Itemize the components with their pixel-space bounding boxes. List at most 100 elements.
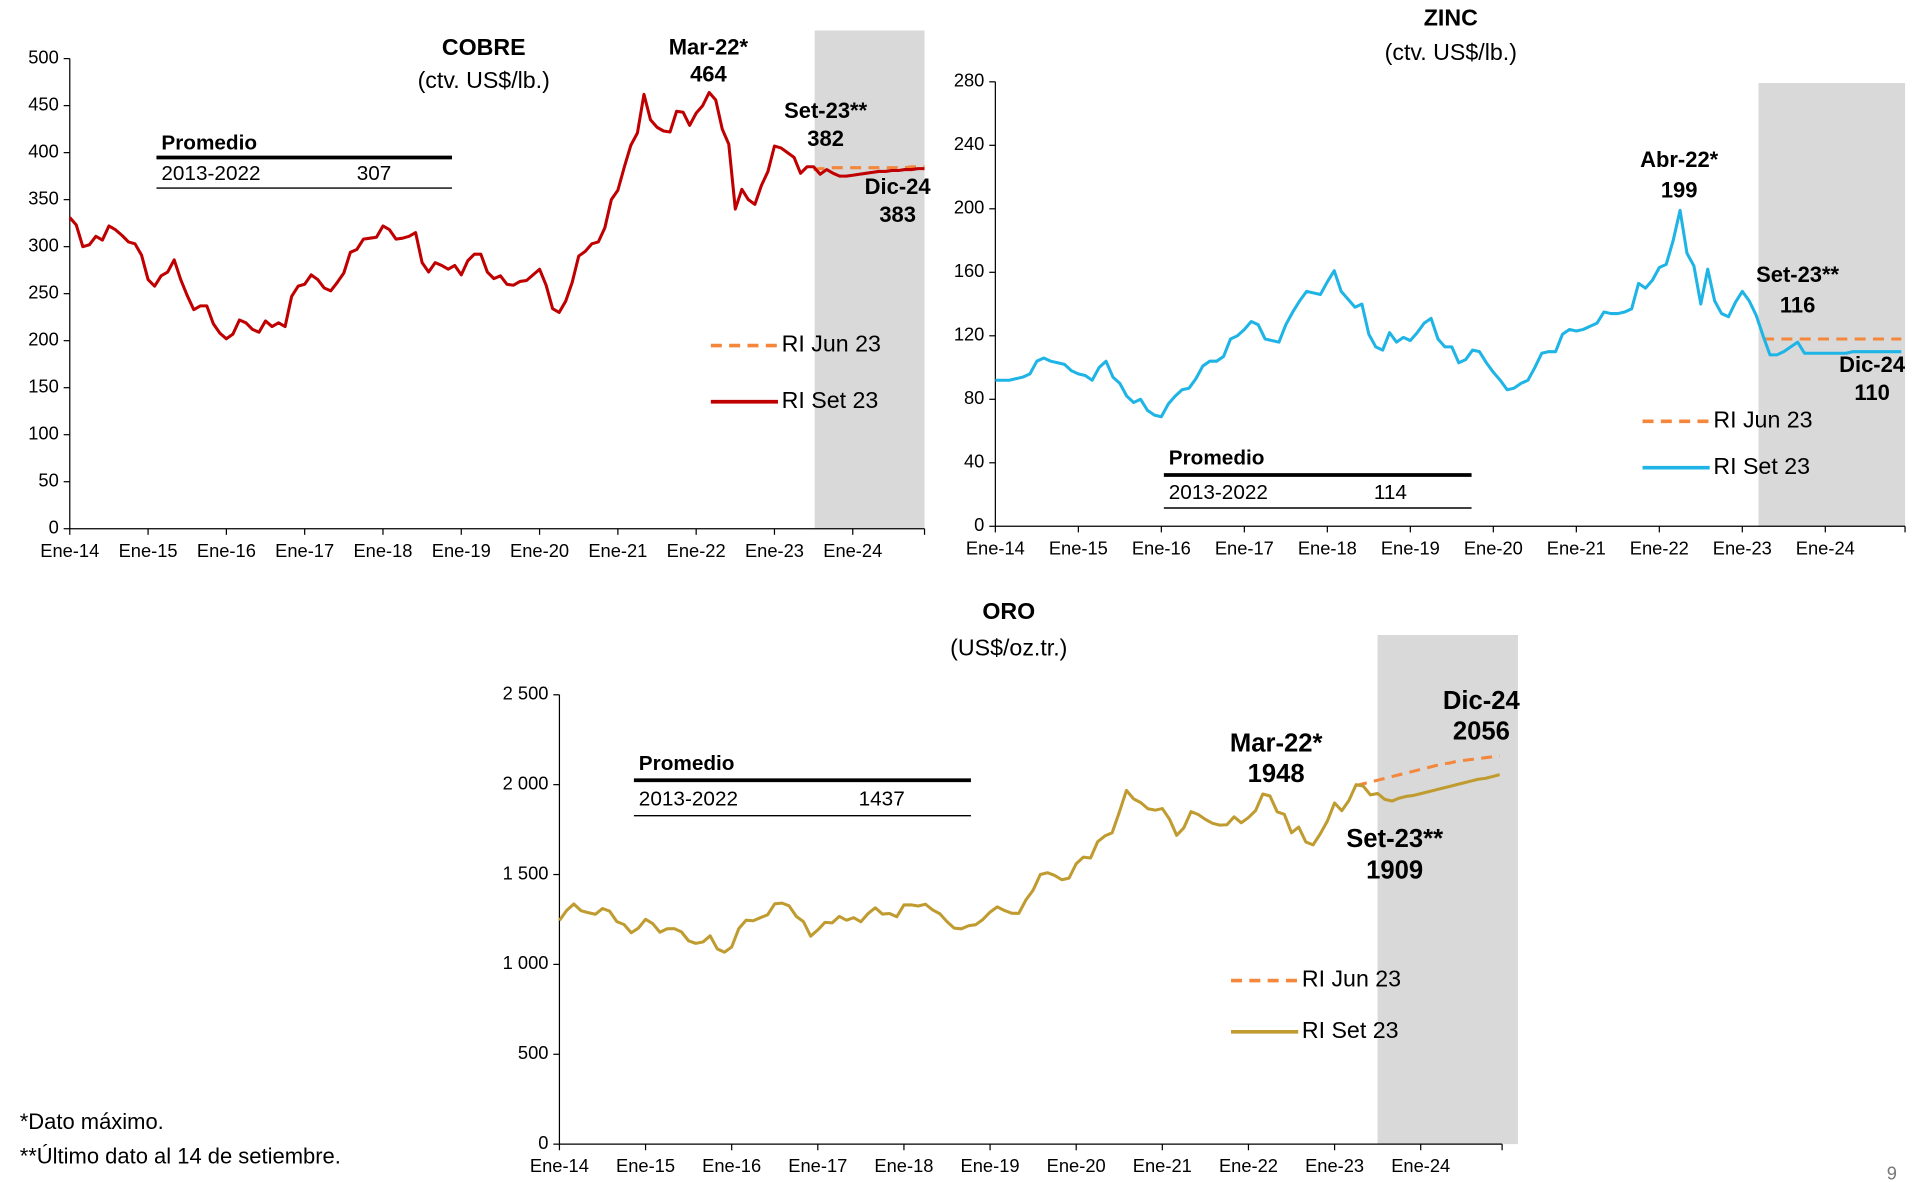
x-tick-label: Ene-24 (823, 540, 882, 561)
y-tick-label: 280 (954, 70, 985, 91)
y-tick-label: 80 (964, 387, 984, 408)
x-tick-label: Ene-22 (1219, 1155, 1278, 1176)
y-tick-label: 120 (954, 324, 985, 345)
y-tick-label: 2 000 (503, 773, 549, 794)
y-tick-label: 2 500 (503, 683, 549, 704)
chart-title: ZINC (1424, 5, 1478, 31)
y-tick-label: 50 (38, 470, 58, 491)
y-tick-label: 0 (974, 514, 984, 535)
x-tick-label: Ene-24 (1391, 1155, 1450, 1176)
annotation-value: 2056 (1453, 717, 1510, 745)
annotation-label: Abr-22* (1640, 147, 1719, 172)
x-tick-label: Ene-21 (1547, 537, 1606, 558)
x-tick-label: Ene-23 (1713, 537, 1772, 558)
series-line (995, 208, 1902, 419)
annotation-label: Set-23** (1756, 262, 1839, 287)
x-tick-label: Ene-15 (119, 540, 178, 561)
average-value: 114 (1374, 481, 1407, 504)
x-tick-label: Ene-23 (745, 540, 804, 561)
forecast-shade (814, 30, 925, 529)
chart-subtitle: (ctv. US$/lb.) (1385, 39, 1517, 65)
x-tick-label: Ene-14 (530, 1155, 589, 1176)
x-tick-label: Ene-17 (788, 1155, 847, 1176)
x-tick-label: Ene-22 (1630, 537, 1689, 558)
page-number: 9 (1887, 1163, 1897, 1182)
y-tick-label: 240 (954, 133, 985, 154)
y-tick-label: 250 (28, 282, 59, 303)
average-value: 1437 (859, 787, 905, 810)
average-period: 2013-2022 (1169, 481, 1268, 504)
y-tick-label: 400 (28, 140, 59, 161)
y-tick-label: 150 (28, 376, 59, 397)
chart-subtitle: (US$/oz.tr.) (950, 635, 1067, 661)
x-tick-label: Ene-20 (510, 540, 569, 561)
forecast-shade (1758, 83, 1906, 527)
annotation-value: 116 (1780, 292, 1815, 317)
series-line (1355, 754, 1500, 788)
x-tick-label: Ene-19 (432, 540, 491, 561)
y-tick-label: 350 (28, 187, 59, 208)
footnote: Fuente: Reuters y BCRP. (20, 1178, 265, 1182)
annotation-label: Set-23** (784, 98, 867, 123)
y-tick-label: 200 (954, 197, 985, 218)
annotation-label: Dic-24 (1839, 352, 1906, 377)
series-line (68, 90, 925, 341)
footnote: *Dato máximo. (20, 1109, 164, 1134)
average-value: 307 (357, 162, 392, 185)
legend-label: RI Set 23 (1713, 453, 1810, 479)
x-tick-label: Ene-24 (1796, 537, 1855, 558)
chart-subtitle: (ctv. US$/lb.) (418, 67, 550, 93)
x-tick-label: Ene-20 (1047, 1155, 1106, 1176)
y-tick-label: 40 (964, 451, 984, 472)
average-title: Promedio (639, 752, 735, 775)
y-tick-label: 0 (538, 1132, 548, 1153)
x-tick-label: Ene-21 (1133, 1155, 1192, 1176)
x-tick-label: Ene-23 (1305, 1155, 1364, 1176)
annotation-value: 382 (807, 126, 844, 151)
chart-title: ORO (982, 598, 1035, 624)
annotation-value: 110 (1854, 380, 1889, 405)
annotation-value: 199 (1661, 178, 1698, 203)
x-tick-label: Ene-16 (1132, 537, 1191, 558)
annotation-label: Set-23** (1346, 825, 1443, 853)
y-tick-label: 100 (28, 423, 59, 444)
x-tick-label: Ene-14 (966, 537, 1025, 558)
legend-label: RI Set 23 (1302, 1017, 1399, 1043)
y-tick-label: 450 (28, 93, 59, 114)
x-tick-label: Ene-17 (275, 540, 334, 561)
annotation-label: Dic-24 (865, 174, 932, 199)
forecast-shade (1377, 634, 1518, 1145)
legend-label: RI Jun 23 (1302, 966, 1401, 992)
y-tick-label: 500 (28, 46, 59, 67)
x-tick-label: Ene-18 (1298, 537, 1357, 558)
annotation-label: Dic-24 (1443, 687, 1521, 715)
annotation-value: 383 (879, 202, 916, 227)
x-tick-label: Ene-20 (1464, 537, 1523, 558)
y-tick-label: 500 (518, 1042, 549, 1063)
average-period: 2013-2022 (161, 162, 260, 185)
x-tick-label: Ene-21 (588, 540, 647, 561)
annotation-label: Mar-22* (1230, 730, 1323, 758)
y-tick-label: 200 (28, 329, 59, 350)
average-title: Promedio (1169, 447, 1265, 470)
footnote: **Último dato al 14 de setiembre. (20, 1143, 341, 1168)
x-tick-label: Ene-17 (1215, 537, 1274, 558)
x-tick-label: Ene-22 (667, 540, 726, 561)
x-tick-label: Ene-18 (353, 540, 412, 561)
annotation-label: Mar-22* (669, 35, 749, 60)
x-tick-label: Ene-16 (197, 540, 256, 561)
average-title: Promedio (161, 132, 257, 155)
y-tick-label: 0 (49, 517, 59, 538)
annotation-value: 1948 (1248, 760, 1305, 788)
legend-label: RI Jun 23 (782, 331, 881, 357)
annotation-value: 1909 (1366, 857, 1423, 885)
x-tick-label: Ene-16 (702, 1155, 761, 1176)
legend-label: RI Set 23 (782, 387, 879, 413)
x-tick-label: Ene-19 (961, 1155, 1020, 1176)
legend-label: RI Jun 23 (1713, 406, 1812, 432)
x-tick-label: Ene-18 (874, 1155, 933, 1176)
series-line (813, 165, 925, 172)
x-tick-label: Ene-19 (1381, 537, 1440, 558)
